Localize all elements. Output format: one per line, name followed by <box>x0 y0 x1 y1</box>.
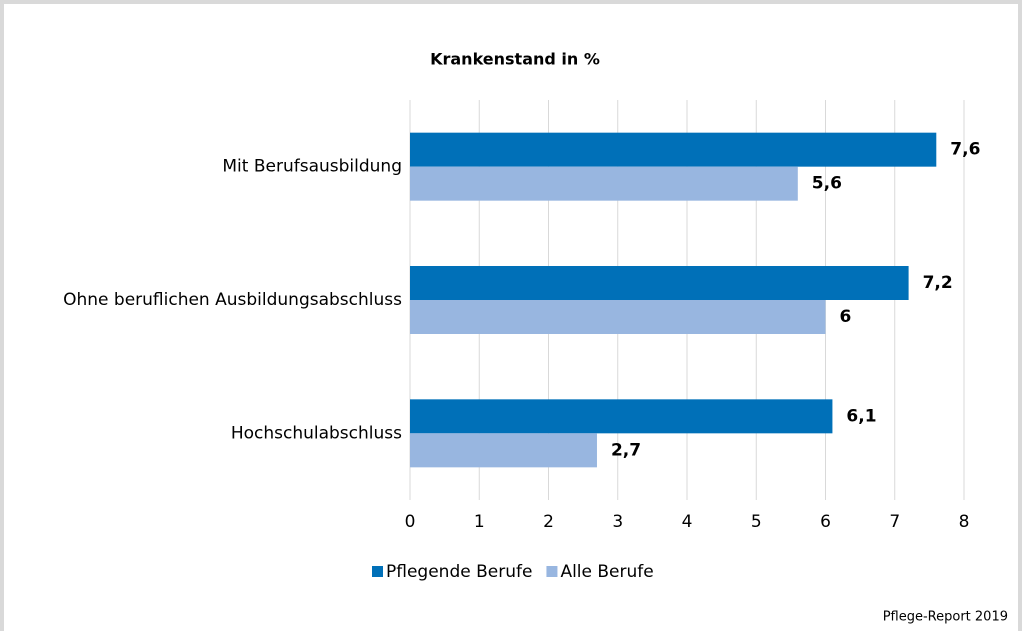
legend-label: Alle Berufe <box>560 562 653 582</box>
data-label: 5,6 <box>812 174 842 194</box>
x-tick-label: 7 <box>889 512 900 532</box>
chart-title: Krankenstand in % <box>430 50 600 69</box>
source-note: Pflege-Report 2019 <box>883 610 1008 625</box>
data-label: 7,2 <box>923 273 953 293</box>
legend-label: Pflegende Berufe <box>386 562 532 582</box>
x-tick-label: 8 <box>959 512 970 532</box>
x-tick-label: 3 <box>612 512 623 532</box>
x-tick-label: 5 <box>751 512 762 532</box>
bar <box>410 266 909 300</box>
legend-swatch <box>546 566 558 577</box>
data-label: 6 <box>840 307 852 327</box>
data-label: 6,1 <box>846 406 876 426</box>
bar <box>410 399 833 434</box>
y-tick-label: Hochschulabschluss <box>231 423 402 443</box>
x-tick-label: 1 <box>474 512 485 532</box>
x-tick-label: 4 <box>682 512 693 532</box>
legend-swatch <box>372 566 383 577</box>
y-tick-label: Mit Berufsausbildung <box>222 157 402 177</box>
data-label: 7,6 <box>950 140 980 160</box>
bar <box>410 132 937 167</box>
y-tick-label: Ohne beruflichen Ausbildungsabschluss <box>63 290 402 310</box>
data-label: 2,7 <box>611 440 641 460</box>
x-tick-label: 6 <box>820 512 831 532</box>
x-tick-label: 2 <box>543 512 554 532</box>
bar <box>410 166 798 201</box>
bar <box>410 300 826 334</box>
x-tick-label: 0 <box>405 512 416 532</box>
bar <box>410 433 597 468</box>
